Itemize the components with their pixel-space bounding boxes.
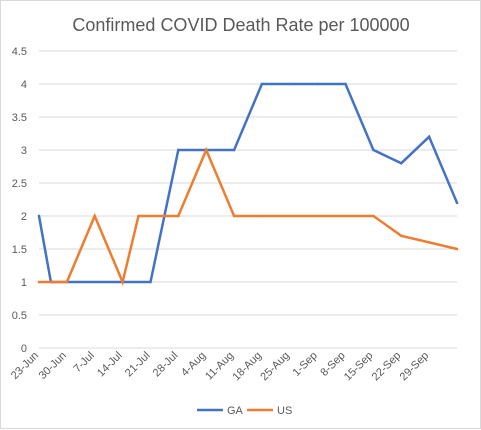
data-point	[37, 280, 41, 284]
data-point	[177, 214, 180, 218]
gridlines	[39, 50, 457, 349]
legend-label: US	[277, 405, 292, 417]
x-tick-label: 14-Jul	[95, 350, 125, 380]
x-tick-label: 1-Sep	[291, 350, 320, 379]
x-tick-label: 7-Jul	[72, 350, 97, 375]
data-point	[137, 214, 140, 218]
data-point	[260, 82, 264, 86]
x-tick-label: 15-Sep	[342, 350, 376, 384]
data-point	[400, 161, 403, 165]
data-point	[232, 214, 236, 218]
x-tick-label: 29-Sep	[398, 350, 432, 384]
series-us	[37, 146, 459, 286]
data-point	[455, 247, 459, 251]
y-tick-label: 2.5	[12, 178, 27, 190]
data-point	[372, 148, 375, 152]
y-axis-tick-labels: 0 0.5 1 1.5 2 2.5 3 3.5 4 4.5	[12, 46, 27, 355]
y-tick-label: 0.5	[12, 310, 27, 322]
y-tick-label: 3	[21, 145, 27, 157]
data-point	[149, 280, 152, 284]
y-tick-label: 4.5	[12, 46, 27, 58]
y-tick-label: 4	[21, 79, 27, 91]
data-point	[177, 148, 180, 152]
series-line-us	[37, 146, 459, 286]
data-point	[65, 280, 69, 284]
data-point	[232, 148, 236, 152]
data-point	[93, 214, 96, 218]
x-tick-label: 18-Aug	[230, 350, 264, 384]
y-tick-label: 2	[21, 211, 27, 223]
y-tick-label: 1.5	[12, 244, 27, 256]
legend-item-us: US	[247, 405, 292, 417]
y-tick-label: 3.5	[12, 112, 27, 124]
x-tick-label: 30-Jun	[37, 350, 69, 382]
legend-item-ga: GA	[197, 405, 244, 417]
x-tick-label: 22-Sep	[370, 350, 404, 384]
chart-title: Confirmed COVID Death Rate per 100000	[72, 15, 409, 35]
x-tick-label: 21-Jul	[123, 350, 153, 380]
data-point	[316, 82, 319, 86]
y-tick-label: 1	[21, 277, 27, 289]
data-point	[344, 214, 347, 218]
data-point	[37, 214, 41, 218]
data-point	[204, 148, 208, 152]
x-tick-label: 28-Jul	[151, 350, 181, 380]
data-point	[344, 82, 347, 86]
y-tick-label: 0	[21, 343, 27, 355]
data-point	[316, 214, 319, 218]
series-line-ga	[37, 82, 459, 284]
x-tick-label: 25-Aug	[258, 350, 292, 384]
data-point	[121, 280, 124, 284]
data-point	[372, 214, 375, 218]
data-point	[288, 82, 292, 86]
legend: GA US	[197, 405, 292, 417]
data-point	[260, 214, 264, 218]
data-point	[455, 201, 459, 205]
legend-label: GA	[227, 405, 244, 417]
data-point	[400, 234, 403, 238]
data-point	[427, 241, 431, 244]
data-point	[288, 214, 292, 218]
x-tick-label: 11-Aug	[203, 350, 236, 383]
data-point	[427, 135, 431, 139]
series-lines	[37, 82, 459, 286]
